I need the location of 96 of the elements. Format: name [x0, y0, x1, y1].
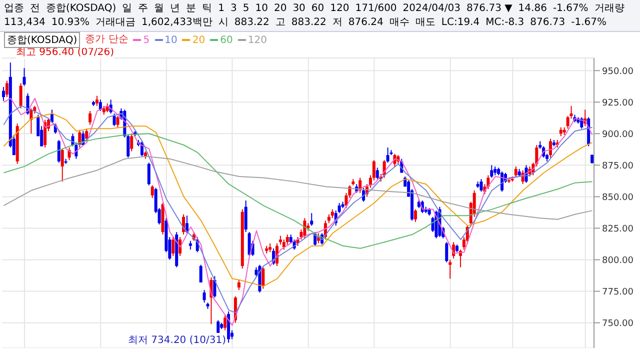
- candlestick: [202, 290, 206, 304]
- candlestick: [514, 166, 518, 178]
- text: 120: [330, 2, 350, 15]
- text: 일: [122, 2, 132, 15]
- text: 10.93%: [51, 16, 90, 29]
- candlestick: [116, 116, 120, 128]
- text: 월: [154, 2, 164, 15]
- legend-label: 20: [192, 34, 206, 46]
- text: 년: [170, 2, 180, 15]
- candlestick: [286, 234, 289, 246]
- text: LC:19.4: [441, 16, 480, 29]
- candlestick: [44, 119, 47, 148]
- text: 거래량: [594, 2, 624, 15]
- legend-label: 5: [143, 34, 150, 46]
- text: 저: [332, 16, 342, 29]
- candlestick: [150, 184, 154, 198]
- candlestick: [147, 162, 150, 186]
- y-tick-label: 750.00: [602, 318, 634, 329]
- text: 20: [274, 2, 287, 15]
- candlestick: [414, 208, 417, 222]
- candlestick: [199, 264, 202, 283]
- candlestick: [224, 314, 227, 331]
- text: 시: [218, 16, 228, 29]
- candlestick: [480, 178, 483, 192]
- y-tick-label: 825.00: [602, 224, 634, 234]
- annotation: 최고 956.40 (07/26): [16, 45, 114, 59]
- text: 876.24: [348, 16, 384, 29]
- text: 883.22: [234, 16, 270, 29]
- text: 171/600: [355, 2, 397, 15]
- candlestick: [448, 259, 452, 280]
- candlestick: [130, 133, 134, 152]
- candlestick: [216, 320, 220, 335]
- candlestick: [548, 138, 552, 158]
- text: 3: [230, 2, 237, 15]
- legend-label: 60: [220, 34, 233, 46]
- candlestick: [88, 110, 92, 126]
- candlestick: [95, 95, 98, 106]
- text: 876.73 ▼: [466, 2, 512, 15]
- legend-label: 10: [164, 34, 178, 46]
- text: 5: [242, 2, 250, 15]
- candlestick: [22, 68, 26, 86]
- text: -1.67%: [552, 2, 588, 15]
- y-tick-label: 850.00: [602, 192, 634, 203]
- candlestick: [490, 164, 494, 178]
- text: 종합(KOSDAQ): [46, 2, 116, 15]
- candlestick: [172, 236, 175, 256]
- candlestick: [5, 80, 8, 98]
- text: 틱: [202, 2, 212, 15]
- candlestick: [244, 200, 248, 232]
- y-tick-label: 800.00: [602, 256, 634, 266]
- y-tick-label: 950.00: [602, 66, 634, 77]
- y-tick-label: 900.00: [602, 130, 634, 140]
- line-series: [3, 133, 593, 249]
- candlestick: [386, 147, 390, 164]
- candlestick: [213, 276, 216, 298]
- candlestick: [500, 170, 504, 192]
- chart-title: 종합(KOSDAQ): [4, 32, 80, 48]
- text: -1.67%: [571, 16, 606, 29]
- text: 업종: [4, 2, 24, 15]
- candlestick: [57, 139, 60, 164]
- text: 1,602,433백만: [142, 16, 212, 29]
- candlestick: [2, 86, 5, 102]
- candlestick: [310, 212, 314, 226]
- text: 매수: [389, 16, 410, 29]
- candlestick: [112, 112, 116, 127]
- y-tick-label: 875.00: [602, 161, 634, 172]
- candlestick: [19, 82, 22, 109]
- candlestick: [376, 167, 379, 180]
- text: 고: [275, 16, 286, 29]
- text: 2024/04/03: [402, 2, 460, 15]
- candlestick: [262, 266, 265, 290]
- text: 매도: [415, 16, 436, 29]
- text: 60: [311, 2, 324, 15]
- candlestick: [60, 148, 64, 182]
- candlestick: [85, 128, 88, 142]
- text: 883.22: [291, 16, 326, 29]
- candlestick: [445, 242, 448, 263]
- text: MC:-8.3: [486, 16, 524, 29]
- text: 1: [218, 2, 224, 15]
- annotation: 최저 734.20 (10/31): [128, 333, 226, 347]
- text: 주: [138, 2, 148, 15]
- text: 분: [186, 2, 196, 15]
- candlestick: [237, 279, 240, 290]
- text: 14.86: [518, 2, 547, 15]
- text: 거래대금: [96, 16, 136, 29]
- text: 876.73: [530, 16, 566, 29]
- legend-label: 120: [248, 34, 267, 46]
- text: 10: [255, 2, 268, 15]
- text: 113,434: [4, 16, 46, 29]
- y-tick-label: 925.00: [602, 98, 634, 108]
- y-tick-label: 775.00: [602, 287, 634, 298]
- text: 30: [292, 2, 306, 15]
- legend-title: 종가 단순: [85, 33, 128, 47]
- text: 전: [30, 2, 40, 15]
- candlestick: [248, 232, 251, 256]
- candlestick: [303, 218, 306, 239]
